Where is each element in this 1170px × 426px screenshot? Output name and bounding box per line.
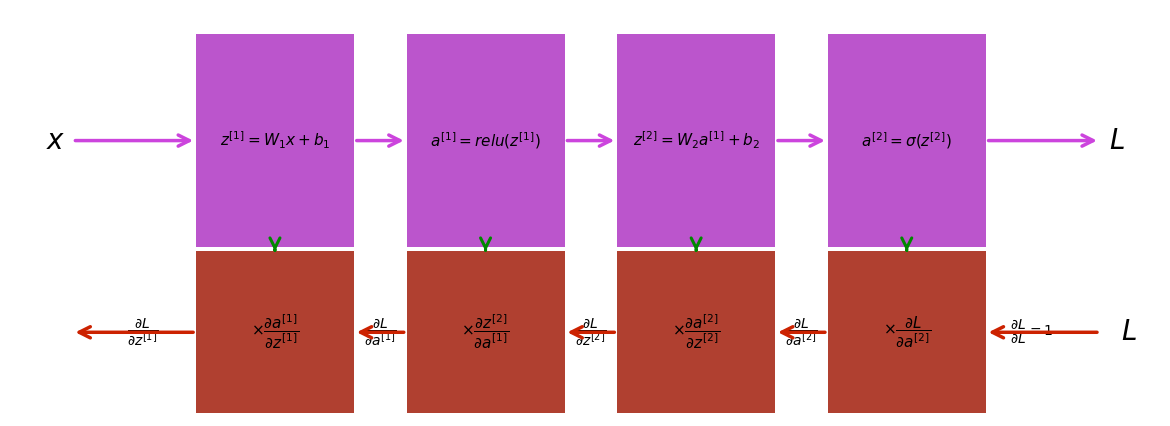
Text: $\times\dfrac{\partial a^{[1]}}{\partial z^{[1]}}$: $\times\dfrac{\partial a^{[1]}}{\partial… bbox=[250, 313, 300, 351]
Text: $a^{[2]}=\sigma(z^{[2]})$: $a^{[2]}=\sigma(z^{[2]})$ bbox=[861, 130, 952, 151]
FancyBboxPatch shape bbox=[195, 251, 353, 413]
Text: $\dfrac{\partial L}{\partial z^{[2]}}$: $\dfrac{\partial L}{\partial z^{[2]}}$ bbox=[576, 317, 606, 348]
Text: $x$: $x$ bbox=[47, 127, 66, 155]
FancyBboxPatch shape bbox=[195, 34, 353, 247]
Text: $a^{[1]}=relu(z^{[1]})$: $a^{[1]}=relu(z^{[1]})$ bbox=[431, 130, 541, 151]
FancyBboxPatch shape bbox=[407, 34, 564, 247]
FancyBboxPatch shape bbox=[828, 251, 985, 413]
Text: $\dfrac{\partial L}{\partial a^{[1]}}$: $\dfrac{\partial L}{\partial a^{[1]}}$ bbox=[364, 317, 397, 348]
Text: $\times\dfrac{\partial z^{[2]}}{\partial a^{[1]}}$: $\times\dfrac{\partial z^{[2]}}{\partial… bbox=[461, 313, 510, 351]
Text: $\times\dfrac{\partial a^{[2]}}{\partial z^{[2]}}$: $\times\dfrac{\partial a^{[2]}}{\partial… bbox=[672, 313, 721, 351]
Text: $\times\dfrac{\partial L}{\partial a^{[2]}}$: $\times\dfrac{\partial L}{\partial a^{[2… bbox=[882, 314, 931, 350]
Text: $\dfrac{\partial L}{\partial a^{[2]}}$: $\dfrac{\partial L}{\partial a^{[2]}}$ bbox=[785, 317, 818, 348]
Text: $\dfrac{\partial L}{\partial L}=1$: $\dfrac{\partial L}{\partial L}=1$ bbox=[1010, 318, 1053, 346]
FancyBboxPatch shape bbox=[407, 251, 564, 413]
Text: $L$: $L$ bbox=[1109, 127, 1126, 155]
Text: $z^{[1]}=W_1x+b_1$: $z^{[1]}=W_1x+b_1$ bbox=[220, 130, 330, 151]
FancyBboxPatch shape bbox=[618, 34, 775, 247]
Text: $L$: $L$ bbox=[1121, 318, 1137, 346]
Text: $\dfrac{\partial L}{\partial z^{[1]}}$: $\dfrac{\partial L}{\partial z^{[1]}}$ bbox=[126, 317, 158, 348]
FancyBboxPatch shape bbox=[618, 251, 775, 413]
Text: $z^{[2]}=W_2a^{[1]}+b_2$: $z^{[2]}=W_2a^{[1]}+b_2$ bbox=[633, 130, 759, 151]
FancyBboxPatch shape bbox=[828, 34, 985, 247]
